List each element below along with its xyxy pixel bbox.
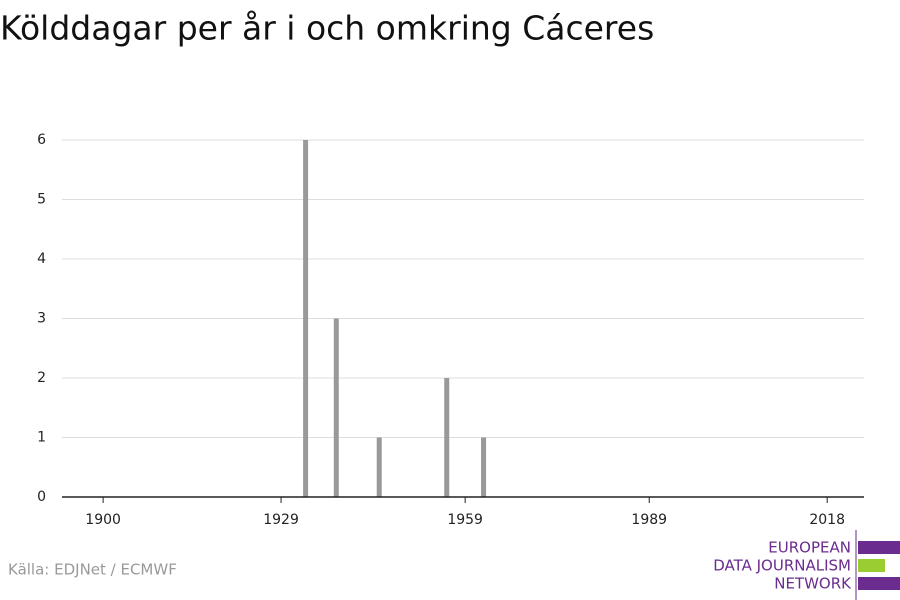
logo-text: NETWORK <box>774 575 852 593</box>
bar <box>444 378 450 497</box>
y-tick-label: 0 <box>37 489 46 505</box>
bar <box>376 437 382 497</box>
logo: EUROPEAN DATA JOURNALISM NETWORK <box>713 530 900 600</box>
source: Källa: EDJNet / ECMWF <box>8 561 177 579</box>
y-tick-label: 5 <box>37 192 46 208</box>
y-tick-label: 6 <box>37 132 46 148</box>
x-tick-label: 1929 <box>263 512 299 528</box>
bar <box>481 437 487 497</box>
logo-text: DATA JOURNALISM <box>713 557 851 575</box>
x-tick-label: 1900 <box>85 512 121 528</box>
y-tick-label: 4 <box>37 251 46 267</box>
y-tick-label: 2 <box>37 370 46 386</box>
x-tick-label: 2018 <box>809 512 845 528</box>
logo-bar <box>858 559 885 572</box>
logo-bar <box>858 577 900 590</box>
logo-bar <box>858 541 900 554</box>
y-tick-label: 3 <box>37 311 46 327</box>
logo-text: EUROPEAN <box>768 539 851 557</box>
bar <box>333 318 339 497</box>
chart-title: Kölddagar per år i och omkring Cáceres <box>0 9 654 48</box>
y-tick-label: 1 <box>37 430 46 446</box>
bar <box>303 140 309 497</box>
x-tick-label: 1959 <box>447 512 483 528</box>
x-tick-label: 1989 <box>631 512 667 528</box>
